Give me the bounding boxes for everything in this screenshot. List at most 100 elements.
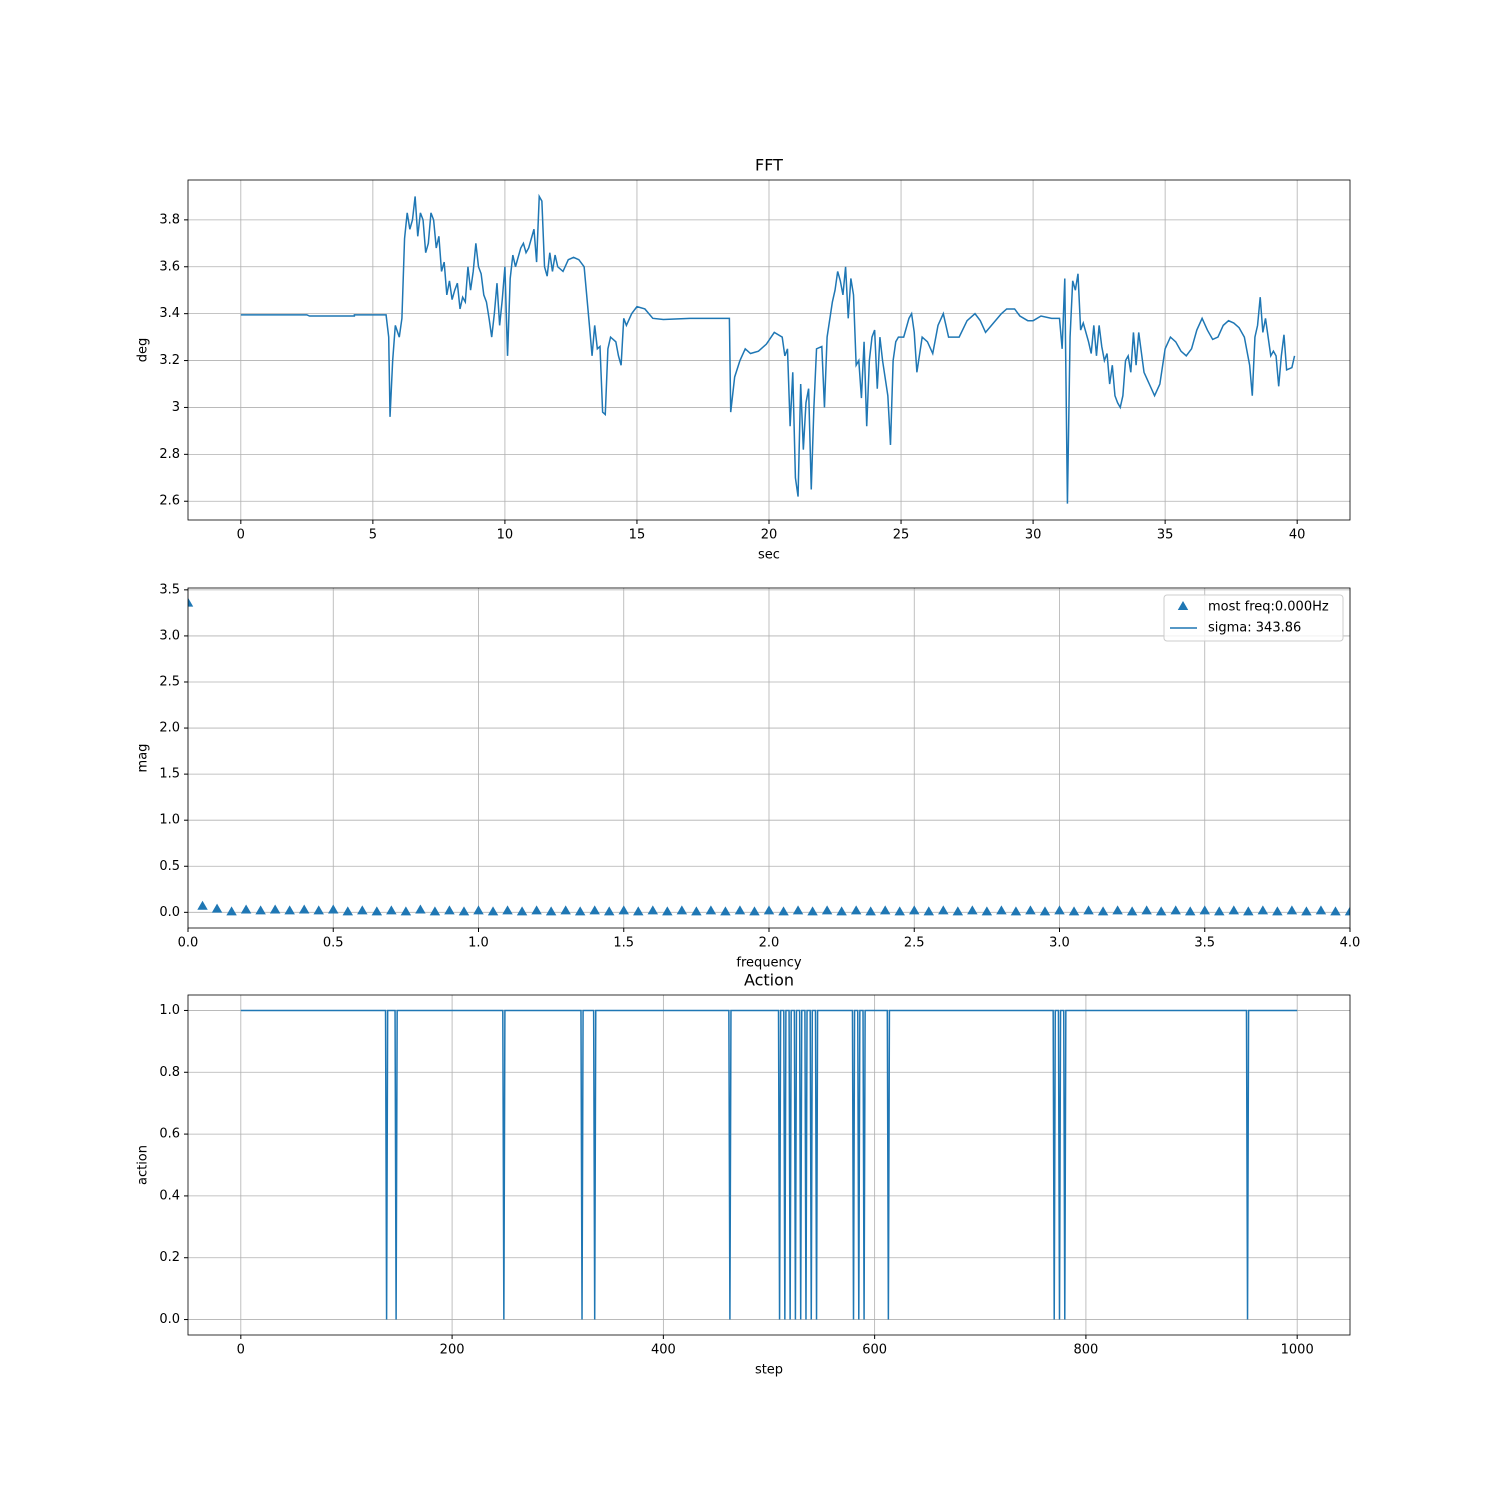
marker — [516, 906, 528, 916]
marker — [938, 905, 949, 915]
chart-title: FFT — [755, 156, 783, 175]
marker — [429, 906, 441, 916]
marker — [676, 905, 688, 915]
marker — [1155, 906, 1167, 916]
marker — [444, 905, 455, 915]
y-tick-label: 1.0 — [159, 813, 180, 828]
marker — [996, 905, 1007, 915]
data-line — [240, 1009, 1298, 1320]
marker — [1039, 906, 1051, 916]
y-tick-label: 3.4 — [159, 306, 180, 321]
x-tick-label: 0.5 — [323, 936, 344, 951]
marker — [763, 905, 775, 915]
marker — [240, 904, 252, 914]
x-tick-label: 400 — [651, 1343, 676, 1358]
marker — [328, 904, 339, 914]
marker — [188, 597, 194, 607]
y-tick-label: 0.0 — [159, 1312, 180, 1327]
y-tick-label: 1.5 — [159, 767, 180, 782]
plot-area — [188, 597, 1350, 916]
y-tick-label: 3.0 — [159, 628, 180, 643]
y-tick-label: 3.6 — [159, 259, 180, 274]
axes-frame — [187, 994, 1351, 1336]
marker — [792, 905, 804, 915]
x-tick-label: 2.5 — [904, 936, 925, 951]
y-tick-label: 0.8 — [159, 1065, 180, 1080]
x-tick-label: 1.5 — [613, 936, 634, 951]
marker — [269, 904, 281, 914]
x-tick-label: 800 — [1073, 1343, 1098, 1358]
marker — [1214, 906, 1225, 916]
subplot: 0 5 10 15 20 25 30 35 40 2.6 2.8 3 3.2 3.4 3.6 3.8 FFT se… — [136, 156, 1351, 563]
y-tick-label: 3.8 — [159, 212, 180, 227]
marker — [1126, 906, 1138, 916]
x-axis-label: frequency — [736, 956, 802, 971]
marker — [400, 906, 412, 916]
y-tick-label: 0.5 — [159, 859, 180, 874]
marker — [850, 905, 862, 915]
marker — [574, 906, 586, 916]
marker — [865, 906, 876, 916]
marker — [226, 906, 237, 916]
marker — [894, 906, 905, 916]
marker — [1097, 906, 1109, 916]
marker — [1315, 905, 1327, 915]
y-tick-label: 1.0 — [159, 1003, 180, 1018]
marker — [1330, 906, 1341, 916]
marker — [749, 906, 760, 916]
marker — [879, 905, 891, 915]
marker — [1344, 906, 1350, 916]
marker — [1010, 906, 1022, 916]
marker — [778, 906, 789, 916]
x-axis-label: step — [755, 1363, 783, 1378]
marker — [821, 905, 833, 915]
marker — [1170, 905, 1181, 915]
marker — [836, 906, 847, 916]
y-axis-label: mag — [136, 744, 151, 773]
marker — [1185, 906, 1196, 916]
y-tick-label: 2.8 — [159, 447, 180, 462]
x-tick-label: 2.0 — [759, 936, 780, 951]
marker — [357, 905, 368, 915]
marker — [487, 906, 499, 916]
marker — [531, 905, 542, 915]
subplot: 0 200 400 600 800 1000 0.0 0.2 0.4 0.6 0.8 1.0 Actio… — [136, 971, 1351, 1378]
marker — [298, 904, 310, 914]
marker — [211, 903, 223, 913]
marker — [923, 906, 934, 916]
marker — [1083, 905, 1094, 915]
plot-area — [240, 193, 1296, 504]
legend-label: most freq:0.000Hz — [1208, 600, 1329, 615]
y-tick-label: 0.2 — [159, 1250, 180, 1265]
marker — [313, 905, 324, 915]
y-tick-label: 2.6 — [159, 494, 180, 509]
chart-title: Action — [744, 971, 794, 990]
x-tick-label: 0 — [237, 1343, 245, 1358]
marker — [1068, 906, 1080, 916]
plot-area — [240, 1009, 1298, 1320]
marker — [1112, 905, 1123, 915]
x-axis-label: sec — [758, 548, 780, 563]
marker — [458, 906, 470, 916]
x-tick-label: 0.0 — [178, 936, 199, 951]
marker — [633, 906, 644, 916]
marker — [1286, 905, 1298, 915]
marker — [909, 905, 920, 915]
axes-frame — [187, 587, 1351, 929]
x-tick-label: 600 — [862, 1343, 887, 1358]
x-tick-label: 10 — [497, 528, 514, 543]
marker — [720, 906, 731, 916]
y-axis-label: action — [136, 1145, 151, 1185]
x-tick-label: 20 — [761, 528, 778, 543]
marker — [255, 905, 266, 915]
y-tick-label: 0.0 — [159, 905, 180, 920]
x-tick-label: 40 — [1289, 528, 1306, 543]
marker — [967, 905, 978, 915]
subplot: 0.0 0.5 1.0 1.5 2.0 2.5 3.0 3.5 4.0 0.0 0.5 1.0 1.5 2… — [136, 582, 1361, 971]
marker — [1272, 906, 1283, 916]
marker — [386, 905, 397, 915]
marker — [1025, 905, 1036, 915]
x-tick-label: 25 — [893, 528, 910, 543]
x-tick-label: 30 — [1025, 528, 1042, 543]
x-tick-label: 200 — [440, 1343, 465, 1358]
